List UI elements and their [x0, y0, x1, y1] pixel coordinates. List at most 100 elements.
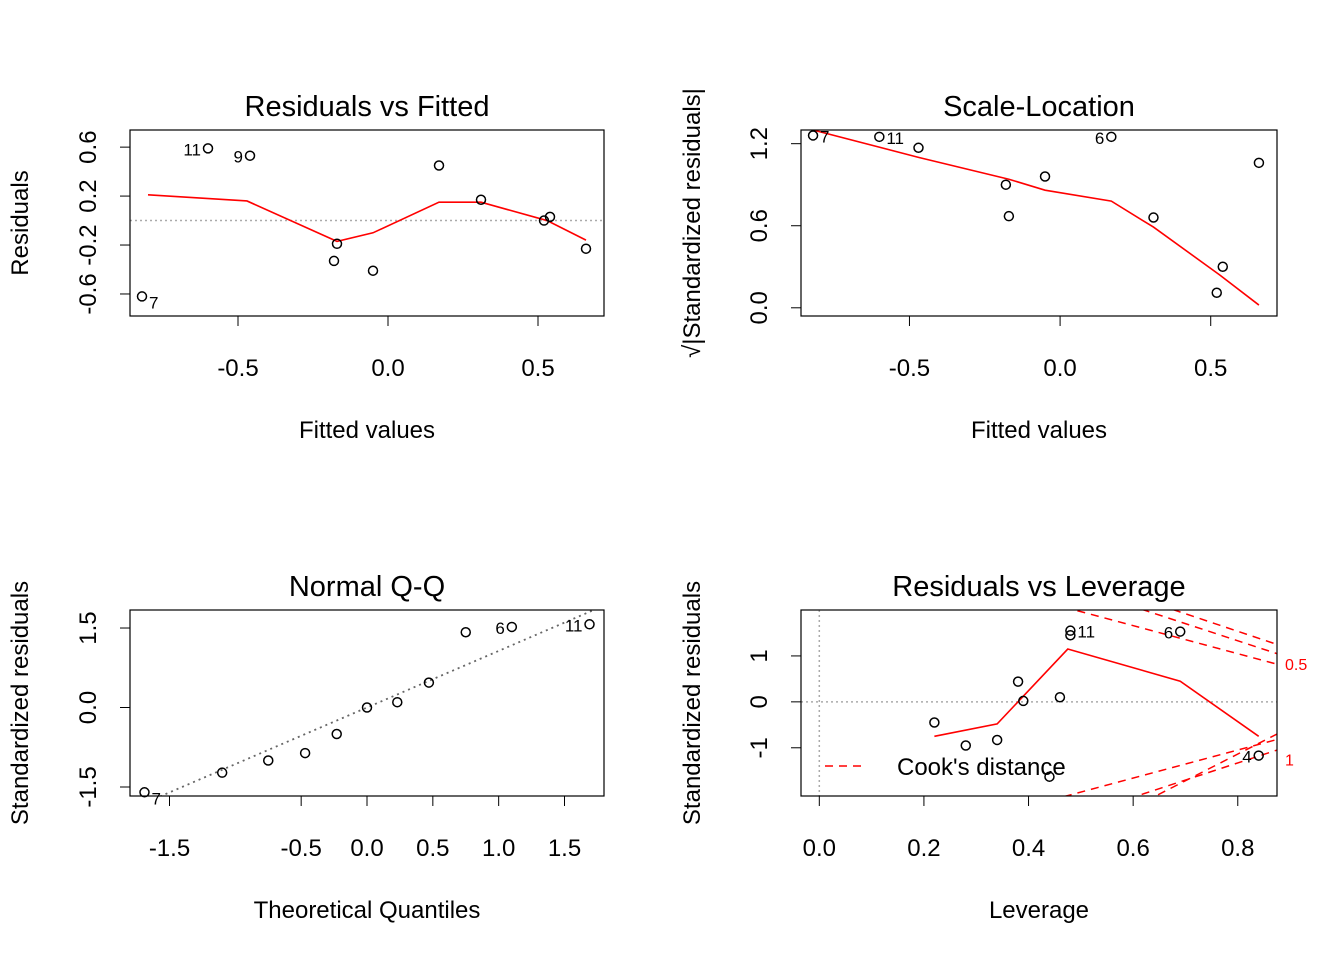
x-tick-label: 0.0 [350, 835, 383, 862]
point-label: 11 [565, 616, 583, 635]
data-point [361, 702, 373, 713]
x-tick-label: 0.5 [1194, 355, 1227, 382]
x-axis-label: Leverage [989, 897, 1089, 924]
plot-box [800, 609, 1278, 797]
plot-title: Normal Q-Q [289, 571, 445, 603]
data-point [1106, 131, 1117, 143]
x-tick-label: -0.5 [217, 355, 258, 382]
plot-area [130, 194, 604, 243]
x-tick-label: 0.0 [803, 835, 836, 862]
data-point [1000, 179, 1012, 190]
x-tick-label: 0.0 [1043, 355, 1076, 382]
y-tick-label: -0.6 [75, 273, 102, 314]
y-tick-label: 0.0 [75, 691, 102, 724]
data-point [1039, 171, 1051, 182]
y-tick-label: 1 [746, 649, 773, 662]
y-tick-label: -1 [746, 737, 773, 758]
point-label: 6 [1095, 129, 1104, 148]
data-point [244, 150, 256, 161]
smoother-line [147, 194, 587, 243]
x-tick-label: 0.4 [1012, 835, 1045, 862]
point-label: 6 [1164, 624, 1173, 643]
data-point [1018, 695, 1029, 707]
data-point [580, 243, 592, 254]
data-point [1211, 287, 1222, 298]
data-point [807, 130, 819, 141]
data-point [1065, 625, 1076, 636]
point-label: 7 [820, 127, 829, 146]
data-point [367, 265, 379, 276]
data-point [139, 787, 150, 798]
data-point [1253, 157, 1265, 169]
point-label: 7 [151, 789, 160, 808]
cooks-distance-contour [1071, 610, 1277, 665]
data-point [423, 677, 435, 688]
data-point [202, 143, 214, 154]
y-tick-label: 1.5 [75, 611, 102, 644]
plot-box [800, 129, 1278, 317]
x-tick-label: 1.0 [482, 835, 515, 862]
data-point [331, 238, 343, 250]
y-tick-label: -1.5 [75, 766, 102, 807]
panel-3: Normal Q-Q Theoretical Quantiles Standardi… [7, 571, 605, 924]
cooks-contour-label: 0.5 [1285, 657, 1307, 674]
cooks-distance-contour [1063, 738, 1277, 796]
y-tick-label: 0.6 [75, 130, 102, 163]
data-point [1253, 750, 1264, 761]
panel-1: Residuals vs Fitted Fitted values Residual… [7, 91, 605, 444]
x-tick-label: 0.2 [907, 835, 940, 862]
panel-2: Scale-Location Fitted values √|Standardize… [679, 88, 1278, 444]
smoother-line [812, 130, 1260, 306]
x-tick-label: -1.5 [149, 835, 190, 862]
data-point [328, 255, 340, 267]
plot-title: Residuals vs Fitted [245, 91, 490, 123]
cooks-distance-contour [1141, 610, 1277, 655]
data-point [584, 619, 595, 630]
plot-area [801, 610, 1277, 796]
point-label: 11 [886, 129, 904, 148]
x-tick-label: 0.6 [1116, 835, 1149, 862]
legend-label: Cook's distance [897, 754, 1066, 781]
y-axis-label: Residuals [7, 170, 34, 275]
x-tick-label: 1.5 [548, 835, 581, 862]
y-tick-label: -0.2 [75, 224, 102, 265]
y-tick-label: 0.0 [746, 291, 773, 324]
data-point [475, 194, 487, 205]
data-point [1003, 210, 1015, 222]
smoother-line [934, 648, 1260, 738]
data-point [299, 747, 311, 759]
data-point [960, 740, 972, 751]
data-point [913, 142, 924, 154]
data-point [1174, 626, 1186, 637]
data-point [1148, 212, 1159, 223]
data-point [460, 627, 471, 638]
x-tick-label: 0.0 [371, 355, 404, 382]
data-point [331, 728, 342, 740]
data-point [1054, 692, 1066, 703]
cooks-distance-contour [1171, 610, 1277, 646]
data-point [1217, 261, 1229, 273]
data-point [506, 621, 518, 633]
y-axis-label: Standardized residuals [7, 581, 34, 825]
plot-title: Scale-Location [943, 91, 1135, 123]
x-tick-label: -0.5 [280, 835, 321, 862]
x-tick-label: 0.5 [521, 355, 554, 382]
x-tick-label: -0.5 [889, 355, 930, 382]
point-label: 9 [234, 148, 243, 167]
panel-4: Residuals vs Leverage Leverage Standardize… [679, 571, 1307, 924]
plot-box [129, 129, 605, 317]
y-tick-label: 0.2 [75, 179, 102, 212]
y-tick-label: 0 [746, 695, 773, 708]
data-point [263, 755, 274, 766]
data-point [392, 696, 403, 708]
data-point [1012, 676, 1024, 687]
point-label: 4 [1242, 748, 1251, 767]
point-label: 6 [495, 619, 504, 638]
y-tick-label: 1.2 [746, 127, 773, 160]
point-label: 11 [183, 140, 201, 159]
data-point [1065, 630, 1076, 641]
point-label: 7 [149, 293, 158, 312]
point-label: 11 [1077, 623, 1095, 642]
data-point [874, 131, 885, 143]
data-point [216, 767, 228, 778]
